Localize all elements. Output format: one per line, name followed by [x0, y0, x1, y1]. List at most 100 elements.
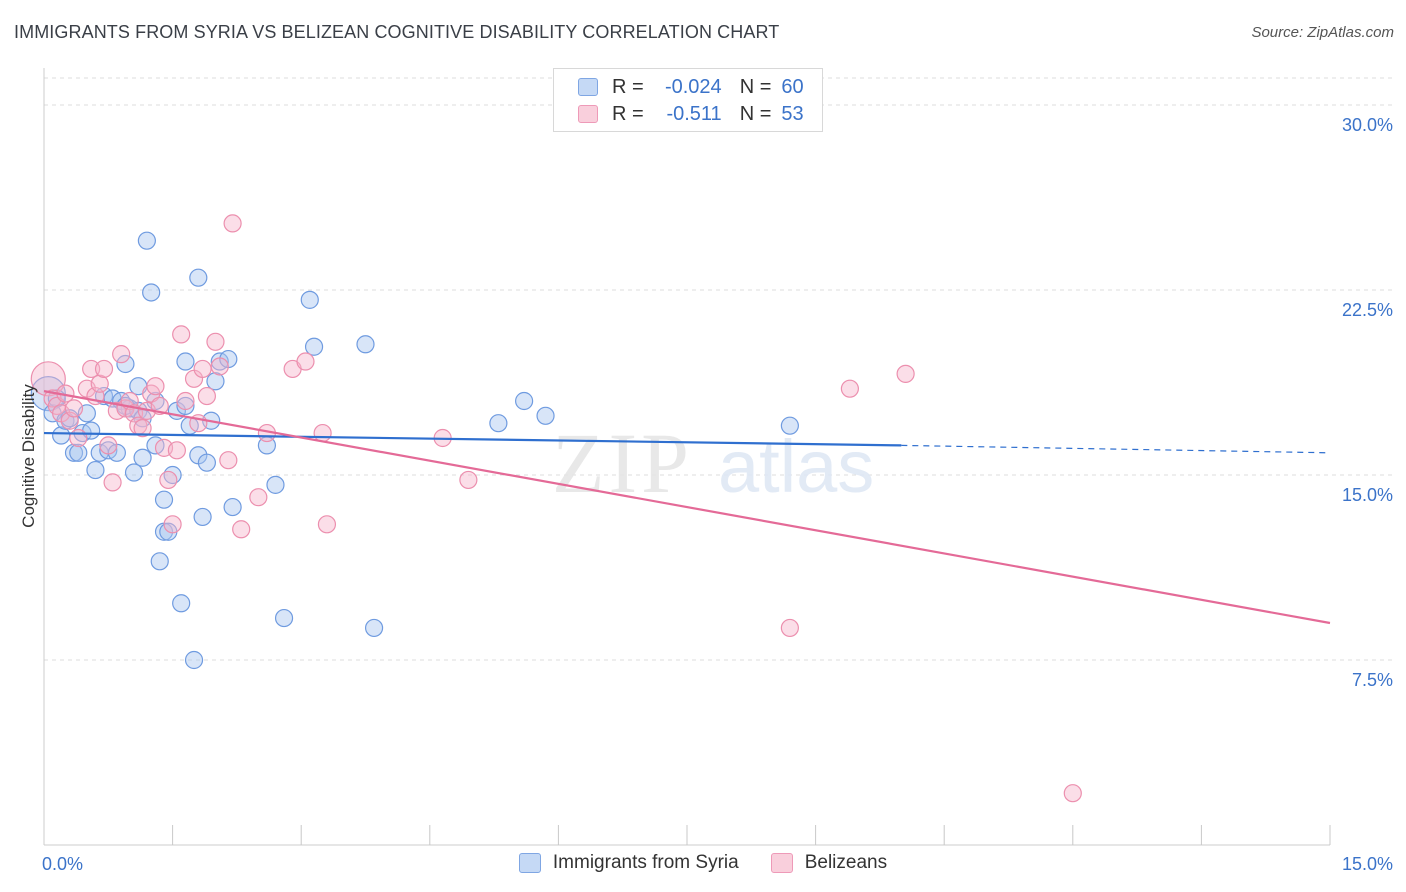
y-tick-label: 30.0%: [1342, 115, 1393, 135]
belize-point: [296, 352, 315, 371]
belize-point: [133, 419, 152, 438]
belize-point: [317, 515, 337, 534]
syria-trend-extension: [901, 444, 1331, 454]
syria-point: [154, 490, 174, 509]
belize-point: [99, 436, 118, 455]
syria-point: [172, 594, 191, 613]
syria-point: [206, 372, 225, 391]
belize-point: [69, 428, 88, 448]
trend-layer: [43, 390, 1331, 625]
belize-point: [167, 441, 186, 460]
y-tick-label: 15.0%: [1342, 485, 1393, 505]
syria-point: [176, 396, 195, 416]
syria-point: [489, 414, 508, 433]
series-legend-swatch-syria: [518, 853, 541, 873]
belize-point: [780, 618, 799, 638]
syria-point: [176, 352, 195, 371]
syria-point: [300, 290, 319, 309]
syria-point: [184, 650, 204, 670]
syria-point: [189, 268, 208, 287]
belize-point: [313, 423, 332, 443]
grid-layer: [44, 77, 1392, 661]
y-axis-label: Cognitive Disability: [19, 384, 38, 528]
syria-point: [364, 618, 384, 638]
syria-point: [86, 460, 105, 480]
belize-point: [193, 359, 212, 379]
legend-r-value: -0.511: [666, 102, 722, 125]
belize-point: [112, 345, 131, 364]
correlation-legend: R = -0.024 N = 60 R = -0.511 N = 53: [553, 68, 823, 132]
belize-point: [232, 520, 251, 539]
belize-point: [146, 377, 165, 396]
syria-point: [223, 497, 242, 517]
belize-point: [206, 332, 225, 351]
syria-point: [137, 231, 156, 250]
belize-point: [82, 359, 101, 379]
legend-n-value: 53: [781, 102, 804, 125]
syria-point: [356, 335, 375, 354]
syria-point: [197, 453, 216, 472]
legend-r-label: R =: [612, 102, 644, 125]
belize-point: [163, 515, 182, 534]
syria-point: [116, 354, 135, 374]
series-legend-item-belize: Belizeans: [770, 852, 888, 874]
belize-point: [197, 386, 216, 406]
series-legend-label-syria: Immigrants from Syria: [552, 852, 739, 873]
belize-point: [249, 488, 268, 507]
legend-r-label: R =: [612, 75, 644, 98]
legend-row-syria: R = -0.024 N = 60: [578, 75, 804, 99]
syria-point: [274, 608, 294, 628]
y-tick-label: 22.5%: [1342, 300, 1393, 320]
belize-point: [103, 473, 122, 492]
watermark: ZIP atlas: [552, 415, 874, 511]
legend-swatch-syria: [578, 78, 598, 96]
belize-point: [896, 364, 915, 383]
series-legend-label-belize: Belizeans: [804, 852, 888, 873]
series-legend-swatch-belize: [770, 853, 793, 873]
series-legend-item-syria: Immigrants from Syria: [518, 852, 739, 874]
syria-point: [142, 283, 161, 302]
watermark-atlas: atlas: [718, 425, 874, 508]
legend-row-belize: R = -0.511 N = 53: [578, 102, 804, 126]
belize-trend-line: [43, 390, 1331, 625]
watermark-zip: ZIP: [552, 415, 693, 511]
chart-title: IMMIGRANTS FROM SYRIA VS BELIZEAN COGNIT…: [14, 22, 780, 42]
syria-point: [69, 443, 88, 462]
legend-n-label: N =: [739, 102, 772, 125]
labels-layer: 7.5% 15.0% 22.5% 30.0% 0.0% 15.0%: [42, 115, 1393, 874]
syria-point: [124, 463, 144, 482]
legend-n-value: 60: [781, 75, 804, 98]
belize-point: [159, 470, 178, 490]
belize-point: [459, 470, 478, 490]
series-legend: Immigrants from Syria Belizeans: [0, 852, 1406, 874]
x-tick-label: 0.0%: [42, 854, 83, 874]
syria-point: [133, 448, 152, 467]
syria-point: [515, 391, 534, 411]
belize-point: [219, 451, 238, 470]
belize-point: [64, 399, 84, 418]
belize-point: [90, 374, 109, 393]
syria-point: [266, 475, 285, 494]
belize-point: [840, 379, 859, 398]
belize-point: [94, 359, 114, 379]
syria-point: [64, 443, 84, 462]
y-tick-label: 7.5%: [1352, 670, 1393, 690]
syria-point: [780, 416, 799, 435]
syria-point: [150, 552, 169, 571]
syria-point: [193, 507, 212, 527]
syria-trend-line: [43, 431, 902, 447]
belize-point: [210, 357, 229, 376]
axes-layer: [43, 68, 1331, 846]
syria-point: [304, 337, 324, 356]
belize-point: [30, 361, 66, 397]
syria-point: [536, 406, 555, 425]
legend-n-label: N =: [739, 75, 772, 98]
syria-point: [30, 376, 66, 412]
belize-point: [176, 391, 195, 411]
source-note: Source: ZipAtlas.com: [1251, 24, 1394, 41]
belize-point: [1063, 784, 1082, 803]
belize-point: [223, 214, 242, 233]
belize-point: [172, 325, 191, 344]
legend-r-value: -0.024: [664, 75, 722, 98]
